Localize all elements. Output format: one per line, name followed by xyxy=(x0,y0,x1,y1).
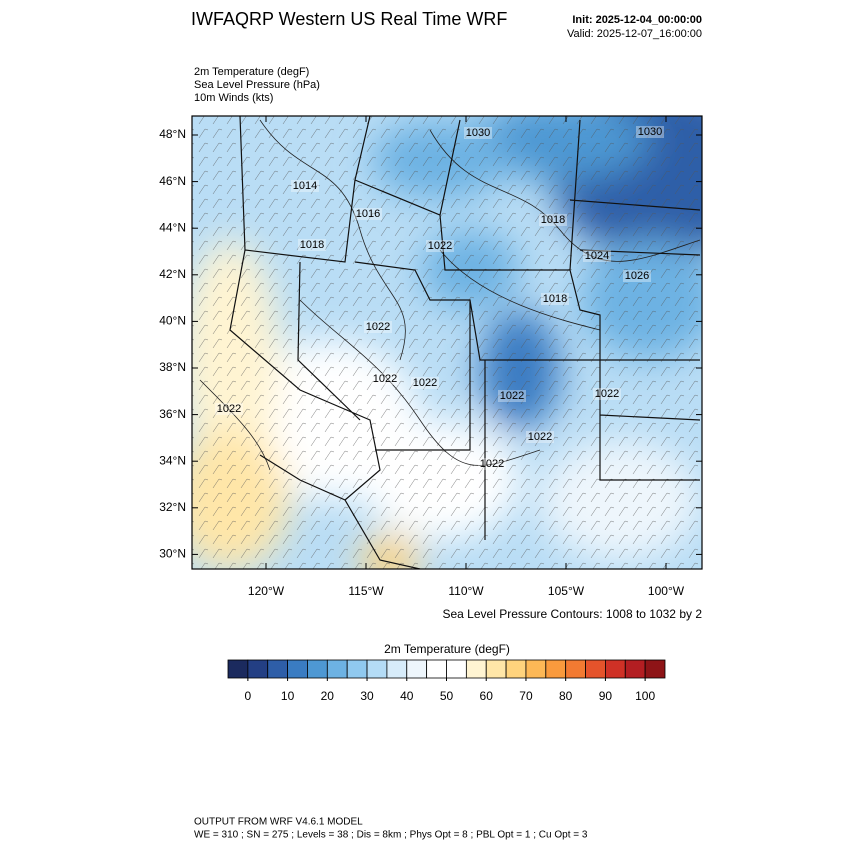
colorbar-title: 2m Temperature (degF) xyxy=(384,642,510,656)
contour-label-box xyxy=(623,270,651,282)
contour-label: 1022 xyxy=(217,403,241,415)
contour-note: Sea Level Pressure Contours: 1008 to 103… xyxy=(443,607,703,621)
colorbar-box xyxy=(446,659,467,679)
contour-label-box xyxy=(371,373,399,385)
lat-tick-label: 34°N xyxy=(159,453,186,467)
lon-tick-label: 120°W xyxy=(248,584,285,598)
contour-label-box xyxy=(464,127,492,139)
field-label: 2m Temperature (degF) xyxy=(194,66,309,78)
colorbar-box xyxy=(326,659,348,679)
lon-tick-label: 105°W xyxy=(548,584,585,598)
colorbar-box xyxy=(605,659,626,679)
colorbar-box xyxy=(545,659,567,679)
lat-tick-label: 44°N xyxy=(159,220,186,234)
contour-label: 1030 xyxy=(466,127,490,139)
contour-label: 1022 xyxy=(413,377,437,389)
colorbar-box xyxy=(644,659,666,679)
colorbar-box xyxy=(227,659,249,679)
footer-line: WE = 310 ; SN = 275 ; Levels = 38 ; Dis … xyxy=(194,830,588,841)
colorbar-box xyxy=(465,659,487,679)
contour-label-box xyxy=(526,431,554,443)
colorbar-tick-label: 20 xyxy=(321,689,335,703)
contour-label: 1016 xyxy=(356,208,380,220)
contour-label-box xyxy=(498,390,526,402)
contour-label-box xyxy=(291,180,319,192)
contour-label-box xyxy=(426,240,454,252)
contour-label-box xyxy=(215,403,243,415)
contour-label: 1014 xyxy=(293,180,317,192)
colorbar-box xyxy=(386,659,408,679)
map-frame xyxy=(191,115,703,570)
colorbar-box xyxy=(624,659,646,679)
lat-tick-label: 38°N xyxy=(159,360,186,374)
colorbar-box xyxy=(565,659,586,679)
contour-label: 1022 xyxy=(528,431,552,443)
lat-tick-label: 46°N xyxy=(159,174,186,188)
contour-label: 1018 xyxy=(543,293,567,305)
contour-label: 1022 xyxy=(480,458,504,470)
footer-line: OUTPUT FROM WRF V4.6.1 MODEL xyxy=(194,817,363,828)
colorbar-box xyxy=(485,659,507,679)
lat-tick-label: 40°N xyxy=(159,314,186,328)
lat-tick-label: 48°N xyxy=(159,127,186,141)
contour-label-box xyxy=(411,377,439,389)
map-field xyxy=(192,116,702,569)
colorbar-tick-label: 50 xyxy=(440,689,454,703)
lon-tick-label: 100°W xyxy=(648,584,685,598)
colorbar-tick-label: 10 xyxy=(281,689,295,703)
colorbar-box xyxy=(247,659,269,679)
contour-label: 1022 xyxy=(595,388,619,400)
colorbar-box xyxy=(287,659,308,679)
lat-tick-label: 32°N xyxy=(159,500,186,514)
contour-label-box xyxy=(541,293,569,305)
colorbar-box xyxy=(267,659,288,679)
contour-label-box xyxy=(298,239,326,251)
colorbar-tick-label: 90 xyxy=(599,689,613,703)
colorbar-box xyxy=(505,659,527,679)
contour-label-box xyxy=(593,388,621,400)
colorbar-tick-label: 0 xyxy=(245,689,252,703)
contour-label: 1018 xyxy=(300,239,324,251)
contour-label: 1022 xyxy=(366,321,390,333)
colorbar-box xyxy=(406,659,428,679)
contour-label: 1018 xyxy=(541,214,565,226)
contour-label: 1030 xyxy=(638,126,662,138)
contour-label-box xyxy=(636,126,664,138)
contour-label-box xyxy=(478,458,506,470)
colorbar-box xyxy=(585,659,606,679)
contour-label-box xyxy=(539,214,567,226)
lon-tick-label: 115°W xyxy=(348,584,384,598)
colorbar-tick-label: 80 xyxy=(559,689,573,703)
lat-tick-label: 30°N xyxy=(159,547,186,561)
contour-label-box xyxy=(583,250,611,262)
lon-tick-label: 110°W xyxy=(448,584,484,598)
colorbar-tick-label: 70 xyxy=(519,689,533,703)
contour-label-box xyxy=(364,321,392,333)
colorbar-box xyxy=(366,659,388,679)
contour-label: 1022 xyxy=(500,390,524,402)
contour-label: 1022 xyxy=(373,373,397,385)
colorbar-box xyxy=(346,659,368,679)
field-label: 10m Winds (kts) xyxy=(194,92,273,104)
contour-label-box xyxy=(354,208,382,220)
colorbar-box xyxy=(307,659,328,679)
colorbar-tick-label: 60 xyxy=(480,689,494,703)
colorbar-tick-label: 30 xyxy=(360,689,374,703)
field-label: Sea Level Pressure (hPa) xyxy=(194,79,320,91)
contour-label: 1024 xyxy=(585,250,609,262)
colorbar-box xyxy=(525,659,547,679)
contour-label: 1026 xyxy=(625,270,649,282)
lat-tick-label: 42°N xyxy=(159,267,186,281)
init-time: Init: 2025-12-04_00:00:00 xyxy=(572,14,702,26)
valid-time: Valid: 2025-12-07_16:00:00 xyxy=(567,28,702,40)
colorbar-tick-label: 100 xyxy=(635,689,655,703)
title: IWFAQRP Western US Real Time WRF xyxy=(191,9,507,29)
contour-label: 1022 xyxy=(428,240,452,252)
colorbar-box xyxy=(426,659,447,679)
colorbar-tick-label: 40 xyxy=(400,689,414,703)
lat-tick-label: 36°N xyxy=(159,407,186,421)
